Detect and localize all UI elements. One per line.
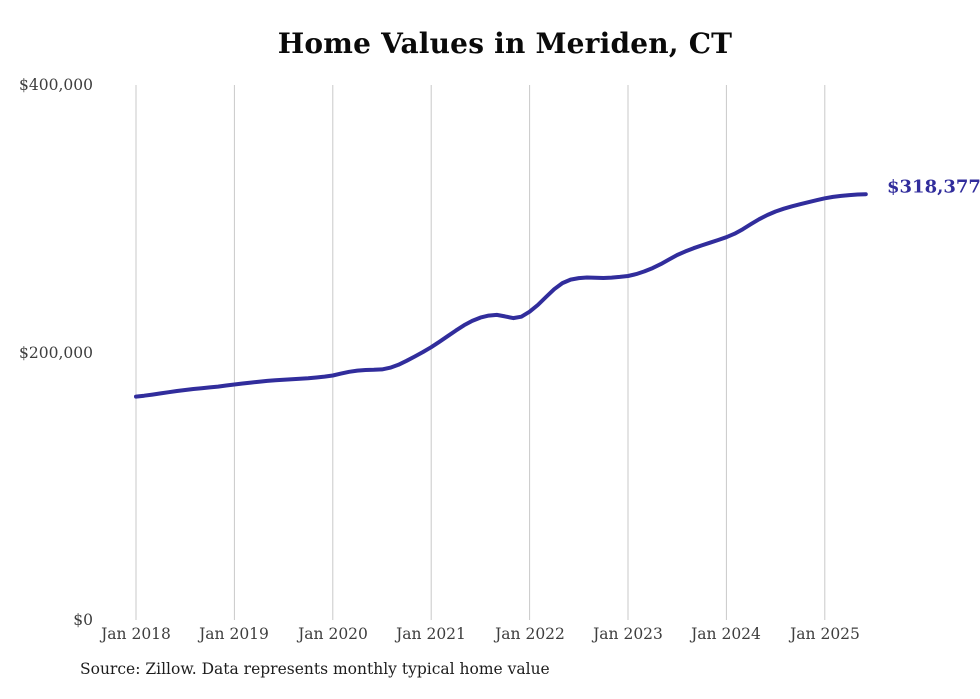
y-tick-label: $0: [73, 611, 93, 629]
x-tick-label: Jan 2025: [790, 625, 860, 643]
x-tick-label: Jan 2019: [199, 625, 269, 643]
x-tick-label: Jan 2018: [101, 625, 171, 643]
source-note: Source: Zillow. Data represents monthly …: [80, 660, 550, 678]
y-tick-label: $400,000: [19, 76, 93, 94]
y-tick-label: $200,000: [19, 344, 93, 362]
x-tick-label: Jan 2024: [691, 625, 761, 643]
x-tick-label: Jan 2023: [593, 625, 663, 643]
x-tick-label: Jan 2021: [396, 625, 466, 643]
latest-value-label: $318,377: [887, 176, 980, 198]
home-value-line: [134, 192, 868, 399]
x-tick-label: Jan 2020: [298, 625, 368, 643]
chart-title: Home Values in Meriden, CT: [277, 27, 733, 60]
x-tick-label: Jan 2022: [495, 625, 565, 643]
